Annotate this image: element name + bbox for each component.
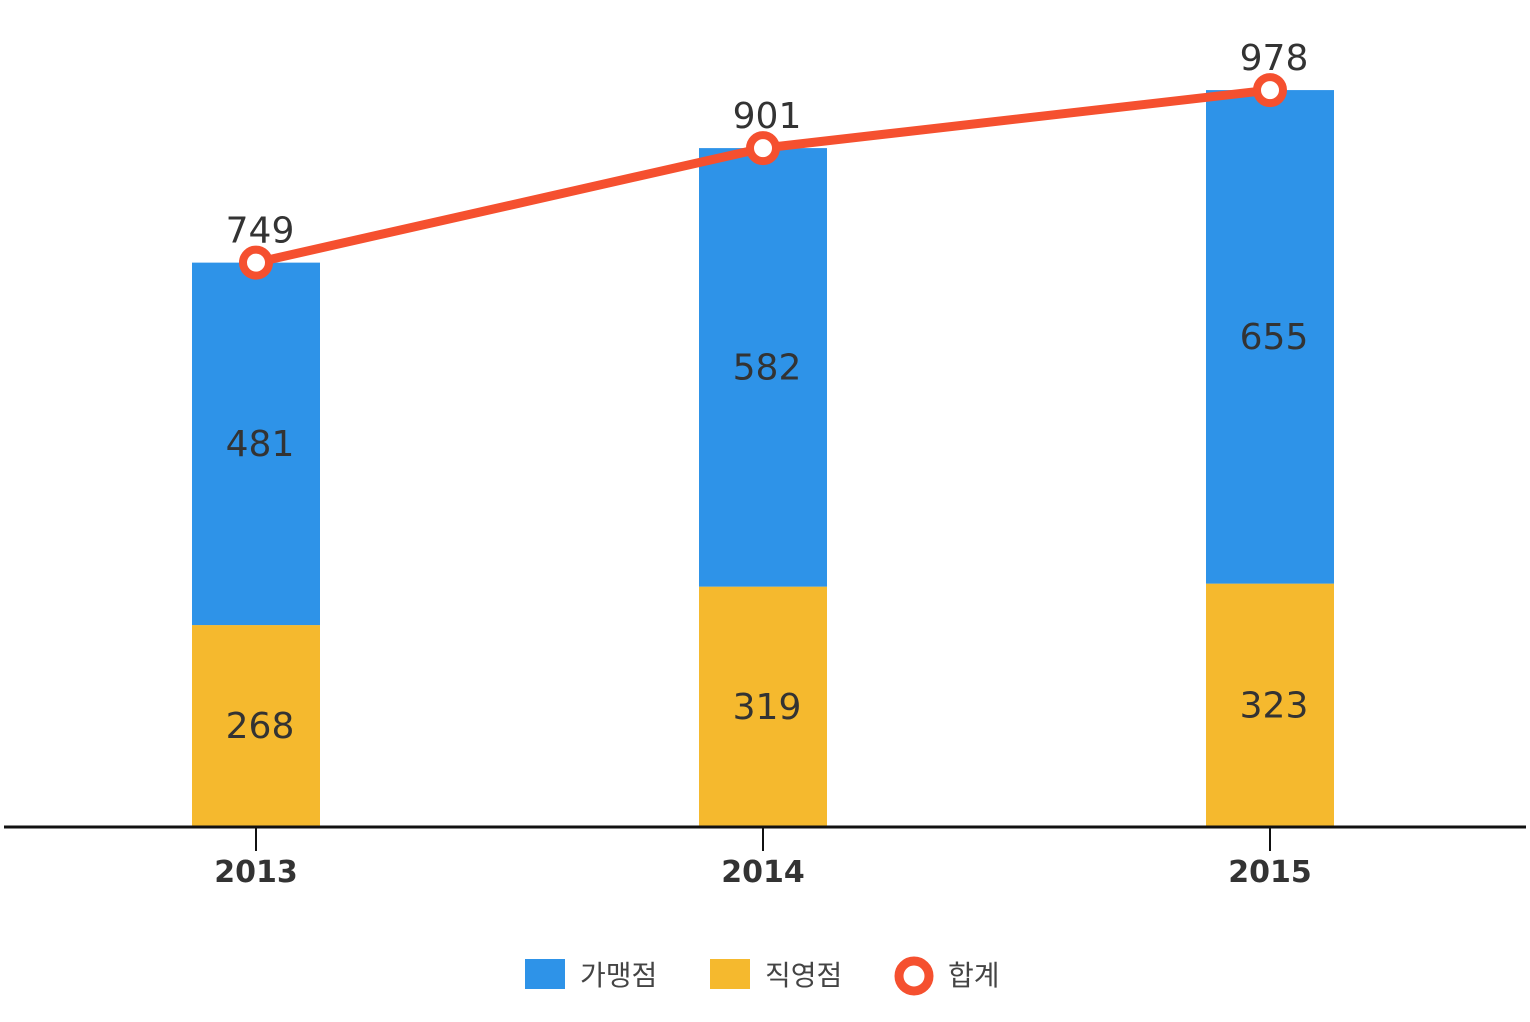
- legend-swatch-direct: [710, 959, 750, 989]
- data-label-franchise-2015: 655: [1240, 317, 1309, 358]
- bars-layer: [192, 90, 1334, 827]
- legend: 가맹점 직영점 합계: [525, 956, 1000, 996]
- total-point-2014: [746, 131, 780, 166]
- data-label-direct-2014: 319: [733, 687, 802, 728]
- total-label-2014: 901: [733, 96, 802, 137]
- bar-direct-2014: [699, 586, 827, 827]
- total-label-2015: 978: [1240, 38, 1309, 79]
- legend-swatch-franchise: [525, 959, 565, 989]
- total-point-2015: [1253, 73, 1287, 108]
- x-ticks-layer: 2013 2014 2015: [214, 827, 1312, 890]
- x-tick-label-2014: 2014: [721, 855, 805, 890]
- data-label-franchise-2013: 481: [226, 424, 295, 465]
- legend-label-total: 합계: [948, 959, 1000, 992]
- total-label-2013: 749: [226, 211, 295, 252]
- bar-direct-2013: [192, 625, 320, 827]
- x-tick-label-2015: 2015: [1228, 855, 1312, 890]
- legend-item-direct: 직영점: [710, 959, 842, 992]
- legend-item-total: 합계: [894, 956, 1000, 996]
- x-tick-label-2013: 2013: [214, 855, 298, 890]
- bar-franchise-2015: [1206, 90, 1334, 584]
- total-point-2013: [239, 245, 273, 280]
- bar-franchise-2014: [699, 148, 827, 587]
- bar-direct-2015: [1206, 583, 1334, 827]
- bar-labels-layer: 268 481 319 582 323 655: [226, 317, 1309, 747]
- legend-item-franchise: 가맹점: [525, 959, 657, 992]
- data-label-direct-2013: 268: [226, 706, 295, 747]
- bar-franchise-2013: [192, 262, 320, 626]
- total-line-layer: 749 901 978: [226, 38, 1309, 280]
- data-label-franchise-2014: 582: [733, 347, 802, 388]
- data-label-direct-2015: 323: [1240, 685, 1309, 726]
- legend-label-direct: 직영점: [765, 959, 842, 992]
- legend-marker-total: [894, 956, 934, 996]
- legend-label-franchise: 가맹점: [580, 959, 657, 992]
